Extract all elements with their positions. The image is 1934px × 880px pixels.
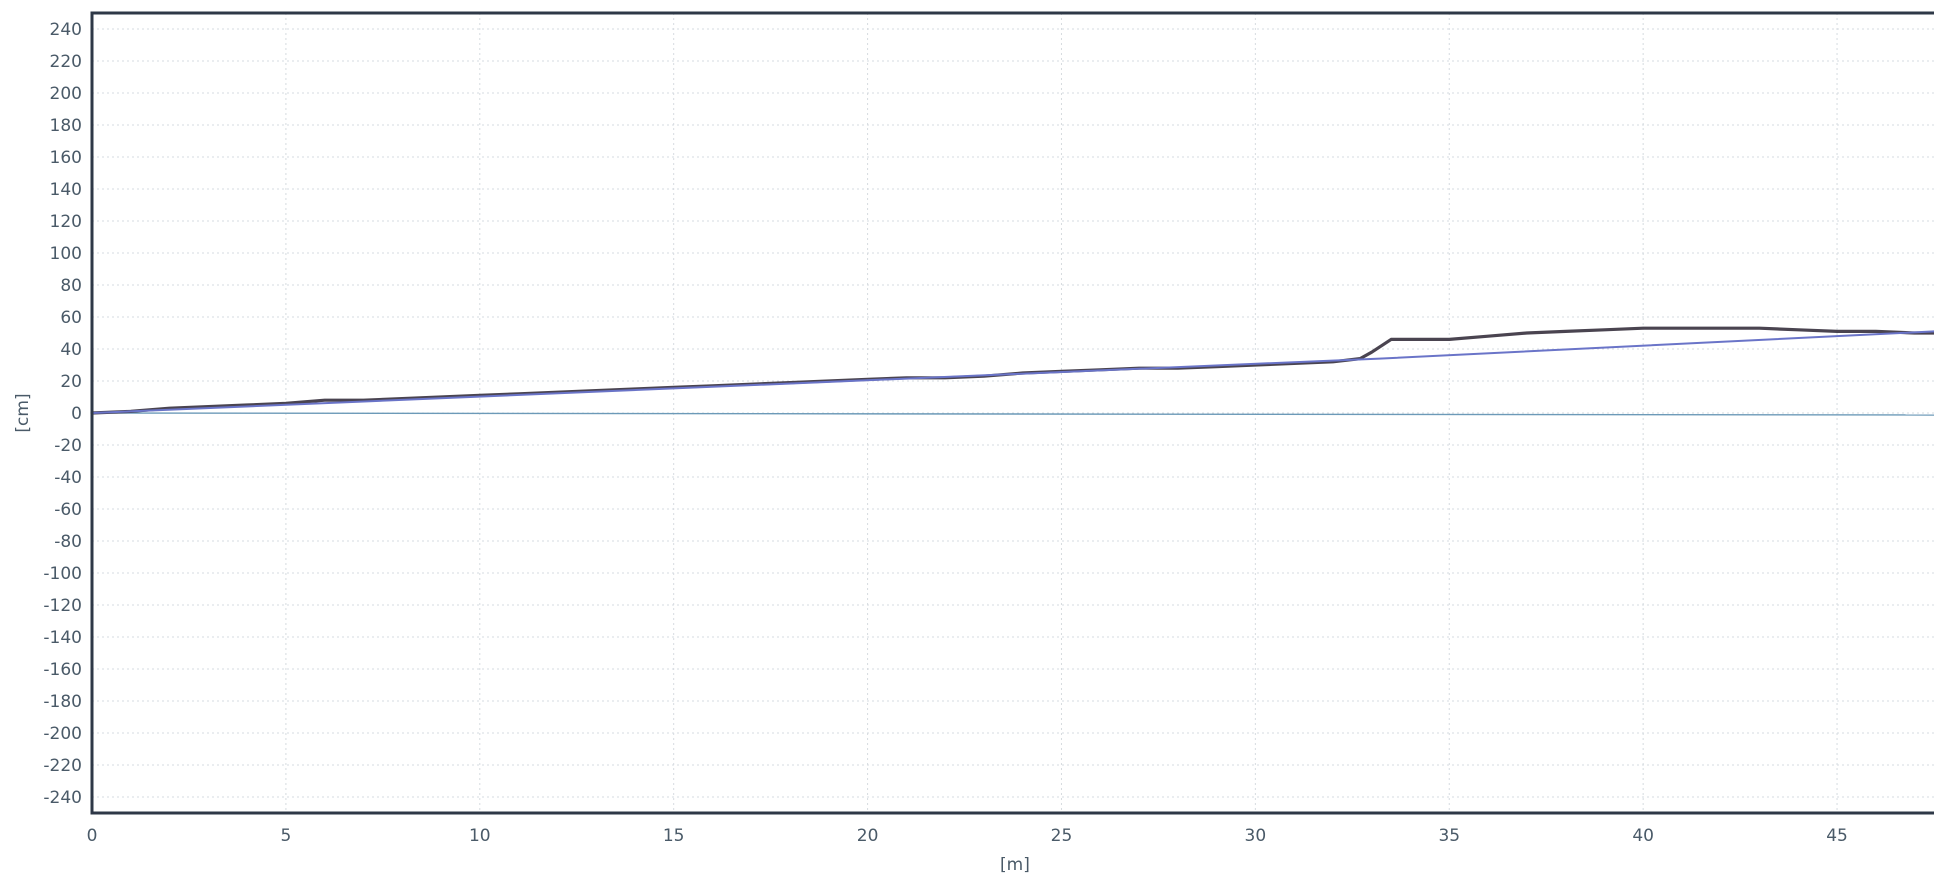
x-tick-label: 10 <box>469 826 491 846</box>
x-tick-label: 40 <box>1632 826 1654 846</box>
y-tick-labels: 240220200180160140120100806040200-20-40-… <box>43 20 82 808</box>
series-layer <box>90 326 1934 415</box>
y-tick-label: -240 <box>43 788 82 808</box>
y-tick-label: -100 <box>43 564 82 584</box>
zero-line-layer <box>91 412 1934 416</box>
grid-layer <box>91 13 1934 813</box>
x-tick-label: 25 <box>1051 826 1073 846</box>
y-tick-label: 100 <box>50 244 82 264</box>
x-tick-label: 45 <box>1826 826 1848 846</box>
plot-frame <box>90 11 1934 815</box>
y-axis-title: [cm] <box>13 393 33 432</box>
y-tick-label: -200 <box>43 724 82 744</box>
x-tick-labels: 0 5 10 15 20 25 30 35 40 45 <box>87 826 1848 846</box>
y-tick-label: 60 <box>60 308 82 328</box>
y-tick-label: -80 <box>54 532 82 552</box>
y-tick-label: 240 <box>50 20 82 40</box>
reference-slope-line <box>91 330 1934 414</box>
y-tick-label: -180 <box>43 692 82 712</box>
y-tick-label: 0 <box>71 404 82 424</box>
zero-reference-line <box>91 412 1934 416</box>
y-tick-label: -40 <box>54 468 82 488</box>
y-tick-label: -160 <box>43 660 82 680</box>
x-tick-label: 30 <box>1245 826 1267 846</box>
y-tick-label: 180 <box>50 116 82 136</box>
y-tick-label: 40 <box>60 340 82 360</box>
measured-profile-line <box>90 326 1934 415</box>
y-tick-label: 140 <box>50 180 82 200</box>
y-tick-label: 20 <box>60 372 82 392</box>
y-tick-label: -220 <box>43 756 82 776</box>
y-tick-label: 220 <box>50 52 82 72</box>
y-tick-label: 160 <box>50 148 82 168</box>
y-tick-label: 80 <box>60 276 82 296</box>
x-tick-label: 20 <box>857 826 879 846</box>
x-tick-label: 35 <box>1438 826 1460 846</box>
x-tick-label: 0 <box>87 826 98 846</box>
x-tick-label: 15 <box>663 826 685 846</box>
y-tick-label: -60 <box>54 500 82 520</box>
y-tick-label: -140 <box>43 628 82 648</box>
y-tick-label: 120 <box>50 212 82 232</box>
x-axis-title: [m] <box>1000 855 1030 875</box>
x-tick-label: 5 <box>280 826 291 846</box>
y-tick-label: -20 <box>54 436 82 456</box>
y-tick-label: -120 <box>43 596 82 616</box>
y-tick-label: 200 <box>50 84 82 104</box>
